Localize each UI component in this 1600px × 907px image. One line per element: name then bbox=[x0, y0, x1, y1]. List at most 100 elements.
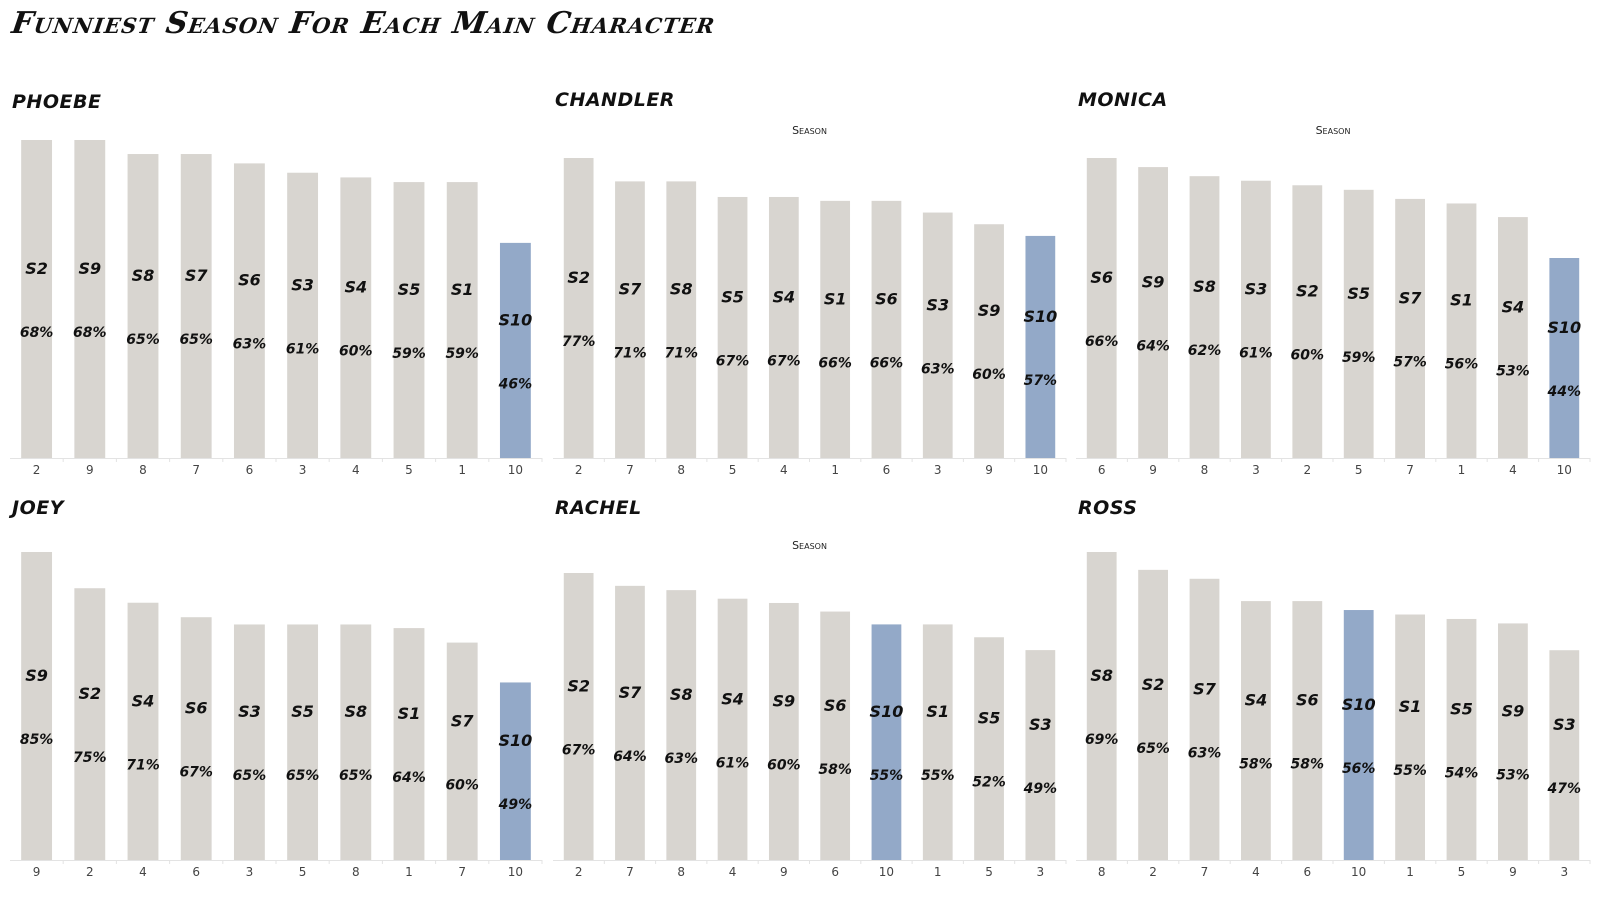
tick-label: 2 bbox=[33, 463, 41, 477]
bar-chandler-s6 bbox=[871, 200, 902, 458]
tick-label: 10 bbox=[1351, 865, 1366, 879]
bar-monica-s5 bbox=[1343, 189, 1374, 458]
bar-value-label: 57% bbox=[1024, 373, 1058, 389]
bar-season-label: S10 bbox=[870, 702, 904, 721]
tick-label: 9 bbox=[780, 865, 788, 879]
bar-season-label: S2 bbox=[1142, 675, 1165, 694]
bar-chandler-s10 bbox=[1025, 235, 1056, 458]
bar-value-label: 75% bbox=[73, 750, 107, 766]
tick-label: 8 bbox=[1098, 865, 1106, 879]
bar-value-label: 55% bbox=[870, 768, 904, 784]
bar-joey-s5 bbox=[287, 624, 319, 860]
bar-joey-s4 bbox=[127, 602, 159, 860]
tick-label: 5 bbox=[405, 463, 413, 477]
bar-value-label: 59% bbox=[1342, 350, 1376, 366]
character-name-phoebe: PHOEBE bbox=[12, 91, 101, 113]
bar-season-label: S1 bbox=[1450, 291, 1473, 310]
tick-label: 10 bbox=[1033, 463, 1048, 477]
bar-joey-s2 bbox=[74, 588, 106, 860]
bar-value-label: 60% bbox=[767, 757, 801, 773]
bar-value-label: 53% bbox=[1496, 768, 1530, 784]
bar-phoebe-s4 bbox=[340, 177, 372, 459]
bar-season-label: S5 bbox=[721, 287, 744, 306]
tick-label: 4 bbox=[352, 463, 360, 477]
bar-season-label: S1 bbox=[926, 702, 949, 721]
bar-value-label: 46% bbox=[498, 376, 533, 392]
tick-label: 7 bbox=[192, 463, 200, 477]
tick-label: 9 bbox=[33, 865, 41, 879]
bar-season-label: S4 bbox=[1245, 691, 1268, 710]
bar-season-label: S3 bbox=[1553, 715, 1576, 734]
bar-monica-s8 bbox=[1189, 176, 1220, 458]
bar-value-label: 49% bbox=[498, 797, 533, 813]
bar-value-label: 64% bbox=[613, 749, 647, 765]
bar-chandler-s9 bbox=[974, 224, 1004, 458]
bar-value-label: 71% bbox=[664, 346, 698, 362]
tick-label: 5 bbox=[729, 463, 737, 477]
bar-season-label: S4 bbox=[344, 278, 367, 297]
bar-season-label: S1 bbox=[1399, 697, 1422, 716]
character-name-rachel: RACHEL bbox=[555, 497, 642, 519]
bar-joey-s7 bbox=[446, 642, 478, 860]
bar-value-label: 60% bbox=[445, 777, 479, 793]
bar-value-label: 63% bbox=[233, 337, 267, 353]
tick-label: 3 bbox=[1560, 865, 1568, 879]
bar-value-label: 68% bbox=[73, 325, 107, 341]
bar-value-label: 69% bbox=[1085, 732, 1119, 748]
bar-value-label: 56% bbox=[1445, 357, 1479, 373]
tick-label: 10 bbox=[1557, 463, 1572, 477]
tick-label: 1 bbox=[458, 463, 466, 477]
bar-season-label: S9 bbox=[1142, 273, 1165, 292]
bar-value-label: 60% bbox=[1291, 348, 1325, 364]
bar-phoebe-s1 bbox=[446, 182, 478, 458]
axis-title-chandler: Season bbox=[792, 124, 827, 137]
bar-season-label: S3 bbox=[291, 275, 314, 294]
bar-season-label: S7 bbox=[619, 683, 643, 702]
bar-season-label: S1 bbox=[824, 289, 847, 308]
bar-value-label: 53% bbox=[1496, 364, 1530, 380]
bar-season-label: S7 bbox=[1193, 679, 1217, 698]
bar-value-label: 65% bbox=[339, 768, 373, 784]
bar-value-label: 63% bbox=[664, 751, 698, 767]
bar-value-label: 58% bbox=[818, 762, 852, 778]
bar-ross-s2 bbox=[1138, 569, 1169, 860]
bar-value-label: 59% bbox=[445, 346, 479, 362]
bar-value-label: 49% bbox=[1023, 781, 1058, 797]
bar-monica-s1 bbox=[1446, 203, 1477, 458]
bar-value-label: 67% bbox=[767, 353, 801, 369]
tick-label: 2 bbox=[1149, 865, 1157, 879]
bar-phoebe-s9 bbox=[74, 140, 106, 458]
bar-rachel-s1 bbox=[922, 624, 953, 860]
bar-ross-s7 bbox=[1189, 578, 1220, 860]
bar-season-label: S2 bbox=[1296, 282, 1319, 301]
tick-label: 6 bbox=[883, 463, 891, 477]
tick-label: 6 bbox=[831, 865, 839, 879]
bar-value-label: 77% bbox=[562, 334, 596, 350]
bar-season-label: S7 bbox=[185, 266, 209, 285]
bar-chandler-s2 bbox=[563, 158, 594, 458]
tick-label: 5 bbox=[1458, 865, 1466, 879]
bar-season-label: S7 bbox=[1399, 288, 1423, 307]
tick-label: 8 bbox=[352, 865, 360, 879]
bar-value-label: 60% bbox=[339, 344, 373, 360]
bar-ross-s1 bbox=[1395, 614, 1426, 860]
tick-label: 4 bbox=[780, 463, 788, 477]
tick-label: 6 bbox=[192, 865, 200, 879]
bar-value-label: 52% bbox=[972, 775, 1006, 791]
bar-rachel-s3 bbox=[1025, 650, 1056, 860]
bar-phoebe-s7 bbox=[180, 154, 212, 458]
bar-rachel-s9 bbox=[768, 602, 799, 860]
tick-label: 1 bbox=[1458, 463, 1466, 477]
bar-season-label: S10 bbox=[1342, 695, 1376, 714]
bar-chandler-s1 bbox=[820, 200, 851, 458]
bar-ross-s4 bbox=[1240, 601, 1271, 860]
bar-season-label: S6 bbox=[875, 289, 898, 308]
bar-value-label: 56% bbox=[1342, 761, 1376, 777]
tick-label: 7 bbox=[1201, 865, 1209, 879]
bar-value-label: 64% bbox=[392, 770, 426, 786]
bar-value-label: 57% bbox=[1393, 354, 1427, 370]
bar-value-label: 61% bbox=[1239, 345, 1273, 361]
bar-value-label: 60% bbox=[972, 367, 1006, 383]
bar-phoebe-s10 bbox=[499, 242, 531, 458]
tick-label: 3 bbox=[1252, 463, 1260, 477]
